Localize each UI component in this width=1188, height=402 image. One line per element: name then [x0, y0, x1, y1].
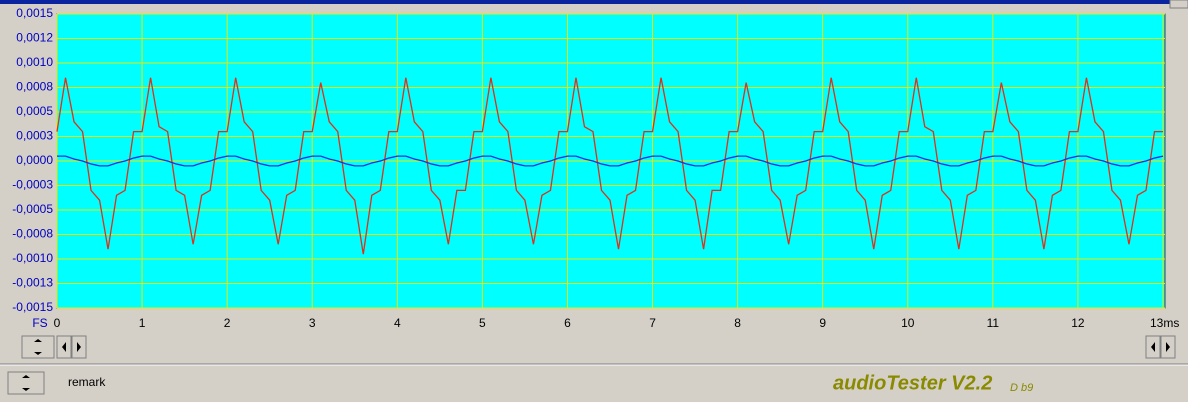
y-tick-label: 0,0003: [16, 129, 53, 143]
x-tick-label: 10: [901, 316, 915, 330]
y-tick-label: -0,0010: [12, 251, 53, 265]
x-tick-label: 5: [479, 316, 486, 330]
x-tick-label: 1: [139, 316, 146, 330]
window-button[interactable]: [1169, 0, 1188, 9]
x-tick-label: 8: [734, 316, 741, 330]
app-name: audioTester V2.2: [833, 372, 992, 394]
x-tick-label: 12: [1071, 316, 1085, 330]
x-tick-label: 9: [819, 316, 826, 330]
y-tick-label: 0,0012: [16, 31, 53, 45]
y-tick-label: 0,0008: [16, 80, 53, 94]
remark-spinner[interactable]: [7, 371, 45, 395]
x-tick-label: 0: [54, 316, 61, 330]
y-tick-label: -0,0005: [12, 202, 53, 216]
x-tick-label: 7: [649, 316, 656, 330]
title-bar: [0, 0, 1188, 4]
remark-label: remark: [68, 375, 106, 389]
x-tick-label: 4: [394, 316, 401, 330]
y-tick-label: -0,0015: [12, 300, 53, 314]
x-axis-label: FS: [32, 316, 47, 330]
x-tick-label: 2: [224, 316, 231, 330]
build-label: D b9: [1010, 382, 1033, 394]
y-tick-label: -0,0008: [12, 227, 53, 241]
series-line: [56, 77, 1163, 255]
scroll-left[interactable]: [21, 335, 87, 359]
x-tick-label: 13ms: [1150, 316, 1179, 330]
x-tick-label: 3: [309, 316, 316, 330]
y-tick-label: 0,0000: [16, 153, 53, 167]
x-tick-label: 11: [987, 316, 1000, 330]
y-tick-label: -0,0003: [12, 178, 53, 192]
series-line: [57, 155, 1164, 167]
scroll-right[interactable]: [1145, 335, 1176, 359]
y-tick-label: 0,0015: [16, 6, 53, 20]
y-tick-label: -0,0013: [12, 276, 53, 290]
x-tick-label: 6: [564, 316, 571, 330]
y-tick-label: 0,0010: [16, 55, 53, 69]
y-tick-label: 0,0005: [16, 104, 53, 118]
